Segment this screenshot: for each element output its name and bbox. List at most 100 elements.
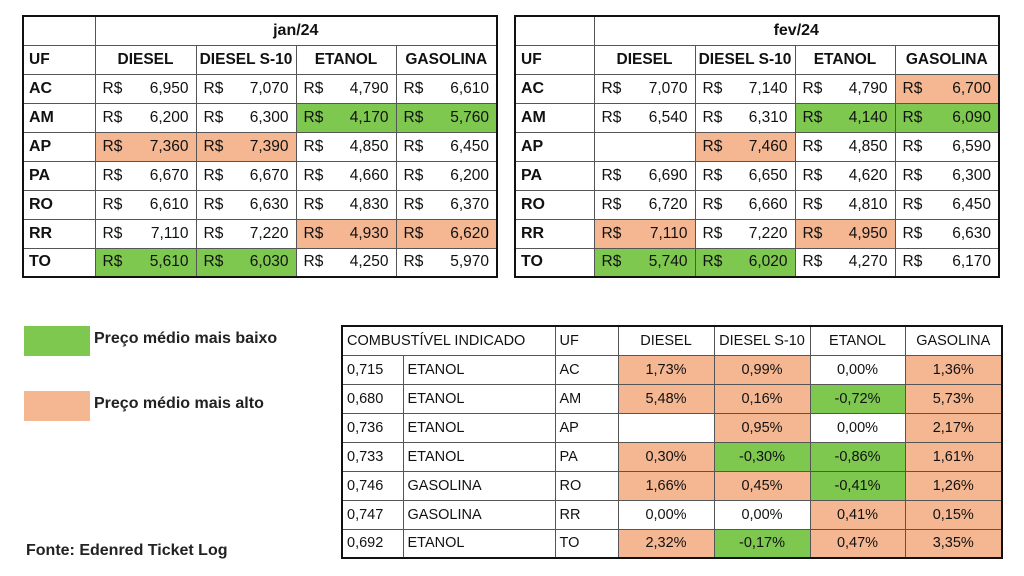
table-row: 0,715 ETANOL AC 1,73% 0,99% 0,00% 1,36% (341, 354, 1003, 385)
price-value: 6,540 (648, 108, 688, 126)
legend-highest: Preço médio mais alto (24, 391, 384, 423)
legend-label-lowest: Preço médio mais baixo (94, 330, 278, 347)
table-corner (514, 15, 594, 46)
table-row: 0,746 GASOLINA RO 1,66% 0,45% -0,41% 1,2… (341, 470, 1003, 501)
price-value: 4,270 (848, 253, 888, 271)
price-cell: R$ 6,370 (395, 189, 498, 220)
price-cell: R$ 5,970 (395, 247, 498, 278)
variation-cell: 0,16% (713, 383, 811, 414)
currency-label: R$ (802, 108, 823, 126)
price-cell-lowest: R$ 4,140 (794, 102, 896, 133)
price-cell-lowest: R$ 6,020 (694, 247, 796, 278)
price-cell: R$ 6,670 (94, 160, 197, 191)
currency-label: R$ (403, 108, 424, 126)
price-cell: R$ 6,310 (694, 102, 796, 133)
price-value: 5,970 (450, 253, 490, 271)
variation-cell: 0,45% (713, 470, 811, 501)
table-row: TO R$ 5,740 R$ 6,020 R$ 4,270 R$ 6,170 (514, 247, 1000, 278)
currency-label: R$ (902, 195, 923, 213)
price-cell: R$ 4,790 (295, 73, 397, 104)
column-header-etanol: ETANOL (809, 325, 906, 356)
fuel-cell: ETANOL (402, 528, 556, 559)
variation-cell: 0,99% (713, 354, 811, 385)
price-cell-highest: R$ 7,390 (195, 131, 297, 162)
price-cell: R$ 4,830 (295, 189, 397, 220)
price-value: 6,720 (648, 195, 688, 213)
ratio-cell: 0,692 (341, 528, 404, 559)
price-cell: R$ 7,070 (195, 73, 297, 104)
fuel-cell: ETANOL (402, 412, 556, 443)
price-cell: R$ 6,170 (894, 247, 1000, 278)
price-value: 6,310 (748, 108, 788, 126)
uf-cell: AP (22, 131, 96, 162)
price-value: 4,850 (848, 137, 888, 155)
variation-cell: 0,00% (713, 499, 811, 530)
price-cell: R$ 6,200 (94, 102, 197, 133)
currency-label: R$ (403, 166, 424, 184)
price-value: 5,610 (149, 253, 189, 271)
month-title: fev/24 (593, 15, 1000, 46)
price-value: 4,810 (848, 195, 888, 213)
variation-cell: 3,35% (904, 528, 1003, 559)
price-value: 6,590 (952, 137, 991, 155)
currency-label: R$ (702, 137, 723, 155)
uf-cell: RO (554, 470, 619, 501)
price-value: 6,200 (149, 108, 189, 126)
price-cell: R$ 7,220 (195, 218, 297, 249)
ratio-cell: 0,733 (341, 441, 404, 472)
column-header-gasolina: GASOLINA (894, 44, 1000, 75)
uf-cell: TO (22, 247, 96, 278)
fuel-cell: ETANOL (402, 441, 556, 472)
price-value: 6,950 (149, 79, 189, 97)
currency-label: R$ (902, 137, 923, 155)
price-cell: R$ 6,630 (894, 218, 1000, 249)
currency-label: R$ (403, 137, 424, 155)
currency-label: R$ (203, 195, 224, 213)
price-cell: R$ 7,110 (94, 218, 197, 249)
column-header-diesel: DIESEL (94, 44, 197, 75)
price-cell: R$ 4,250 (295, 247, 397, 278)
currency-label: R$ (303, 253, 324, 271)
table-row: 0,680 ETANOL AM 5,48% 0,16% -0,72% 5,73% (341, 383, 1003, 414)
column-header-etanol: ETANOL (295, 44, 397, 75)
table-row: 0,733 ETANOL PA 0,30% -0,30% -0,86% 1,61… (341, 441, 1003, 472)
uf-cell: AM (554, 383, 619, 414)
column-header-uf: UF (22, 44, 96, 75)
price-cell: R$ 6,690 (593, 160, 696, 191)
table-row: AM R$ 6,200 R$ 6,300 R$ 4,170 R$ 5,760 (22, 102, 498, 133)
legend-swatch-lowest (24, 326, 90, 356)
currency-label: R$ (601, 195, 622, 213)
currency-label: R$ (601, 166, 622, 184)
table-row: PA R$ 6,690 R$ 6,650 R$ 4,620 R$ 6,300 (514, 160, 1000, 191)
price-cell: R$ 6,610 (395, 73, 498, 104)
price-cell-highest: R$ 7,460 (694, 131, 796, 162)
price-value: 6,610 (450, 79, 490, 97)
price-value: 6,450 (450, 137, 490, 155)
currency-label: R$ (203, 137, 224, 155)
variation-cell: -0,17% (713, 528, 811, 559)
fuel-cell: GASOLINA (402, 499, 556, 530)
currency-label: R$ (403, 224, 424, 242)
currency-label: R$ (702, 195, 723, 213)
currency-label: R$ (802, 195, 823, 213)
variation-cell: -0,86% (809, 441, 906, 472)
uf-cell: AC (554, 354, 619, 385)
price-value: 4,170 (349, 108, 389, 126)
uf-cell: AM (22, 102, 96, 133)
price-cell: R$ 6,450 (894, 189, 1000, 220)
price-value: 7,460 (748, 137, 788, 155)
price-value: 6,370 (450, 195, 490, 213)
column-header-diesel: DIESEL (617, 325, 715, 356)
price-value: 7,360 (149, 137, 189, 155)
column-header-uf: UF (554, 325, 619, 356)
ratio-cell: 0,680 (341, 383, 404, 414)
price-value: 7,110 (150, 224, 189, 242)
table-row: AP R$ 7,360 R$ 7,390 R$ 4,850 R$ 6,450 (22, 131, 498, 162)
variation-cell: 0,95% (713, 412, 811, 443)
price-value: 6,630 (952, 224, 991, 242)
price-value: 7,140 (748, 79, 788, 97)
price-value: 4,850 (349, 137, 389, 155)
table-row: PA R$ 6,670 R$ 6,670 R$ 4,660 R$ 6,200 (22, 160, 498, 191)
price-value: 6,700 (952, 79, 991, 97)
price-cell-empty (593, 131, 696, 162)
